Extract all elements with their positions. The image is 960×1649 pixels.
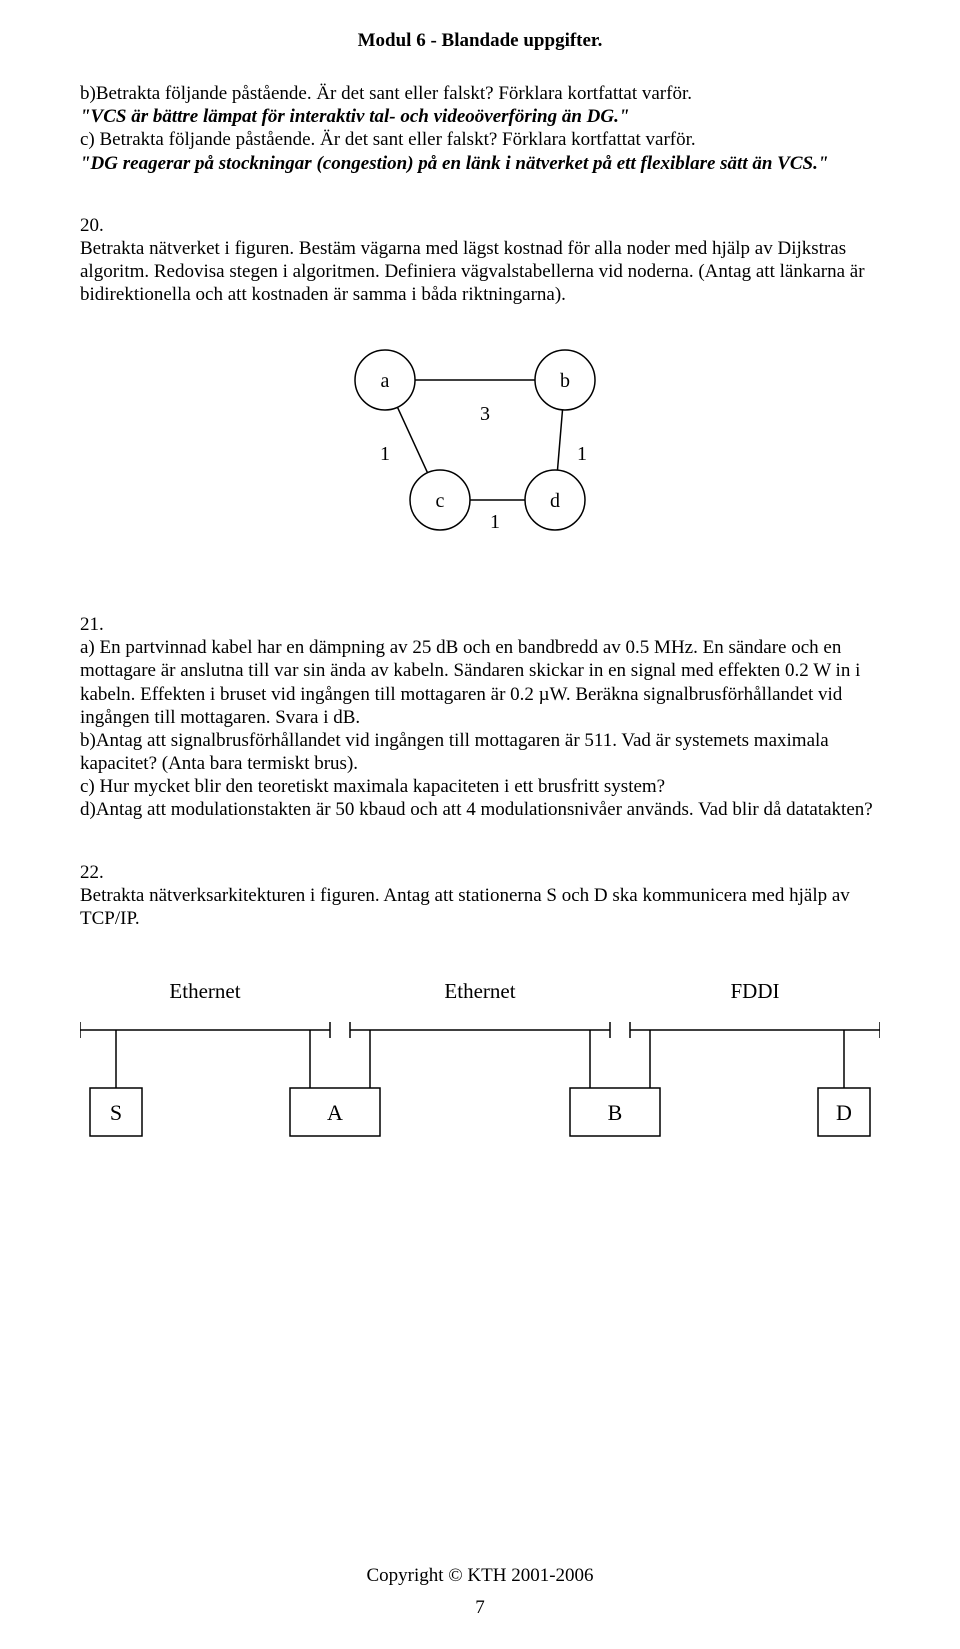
node-label: b [560, 370, 570, 392]
document-page: Modul 6 - Blandade uppgifter. b)Betrakta… [0, 0, 960, 1649]
net-label: S [110, 1100, 122, 1125]
q-c-line1: c) Betrakta följande påstående. Är det s… [80, 128, 880, 151]
edge-label: 1 [380, 443, 390, 465]
edge-label: 1 [577, 443, 587, 465]
page-number: 7 [0, 1597, 960, 1619]
graph-edge [397, 407, 427, 472]
edge-label: 1 [490, 511, 500, 533]
net-label: FDDI [730, 979, 779, 1003]
net-label: Ethernet [169, 979, 240, 1003]
net-label: B [608, 1100, 623, 1125]
network-diagram: Ethernet Ethernet FDDI S A B D [80, 960, 880, 1155]
q21-number: 21. [80, 614, 880, 636]
q21-d: d)Antag att modulationstakten är 50 kbau… [80, 798, 880, 821]
q20-number: 20. [80, 215, 880, 237]
q-b-line1: b)Betrakta följande påstående. Är det sa… [80, 82, 880, 105]
copyright-text: Copyright © KTH 2001-2006 [0, 1565, 960, 1587]
net-label: A [327, 1100, 343, 1125]
q20-text: Betrakta nätverket i figuren. Bestäm väg… [80, 237, 880, 307]
q-c-quote: "DG reagerar på stockningar (congestion)… [80, 152, 880, 175]
node-label: d [550, 490, 560, 512]
graph-edge [557, 410, 562, 470]
graph-svg: 1 3 1 1 a b c d [330, 330, 630, 550]
q21-c: c) Hur mycket blir den teoretiskt maxima… [80, 775, 880, 798]
page-header: Modul 6 - Blandade uppgifter. [80, 30, 880, 52]
page-footer: Copyright © KTH 2001-2006 7 [0, 1565, 960, 1619]
edge-label: 3 [480, 403, 490, 425]
q21-a: a) En partvinnad kabel har en dämpning a… [80, 636, 880, 729]
node-label: c [436, 490, 445, 512]
q21-b: b)Antag att signalbrusförhållandet vid i… [80, 729, 880, 775]
q22-text: Betrakta nätverksarkitekturen i figuren.… [80, 884, 880, 930]
q-b-quote: "VCS är bättre lämpat för interaktiv tal… [80, 105, 880, 128]
network-svg: Ethernet Ethernet FDDI S A B D [80, 960, 880, 1150]
q22-number: 22. [80, 862, 880, 884]
net-label: Ethernet [444, 979, 515, 1003]
net-label: D [836, 1100, 852, 1125]
node-label: a [381, 370, 390, 392]
graph-diagram: 1 3 1 1 a b c d [330, 330, 630, 550]
